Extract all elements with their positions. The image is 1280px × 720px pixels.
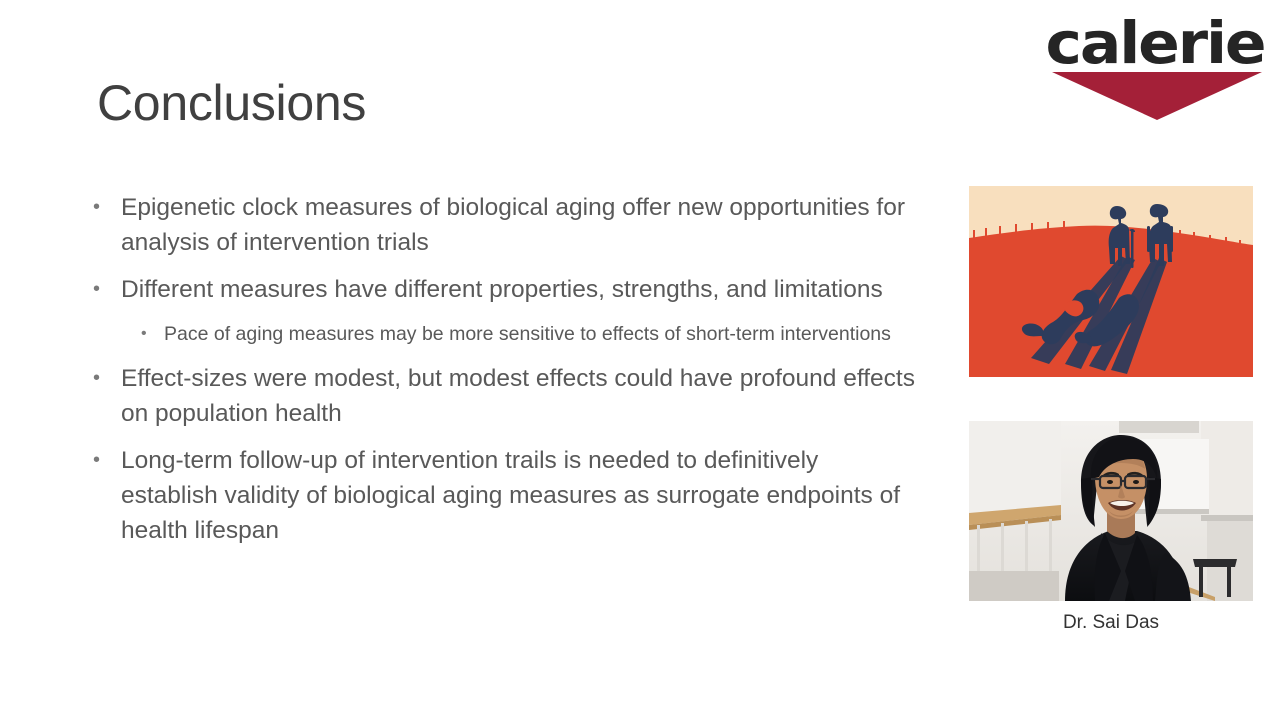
list-item: • Long-term follow-up of intervention tr… [93, 443, 953, 548]
calerie-logo: calerie [1040, 14, 1270, 122]
portrait-photo [969, 421, 1253, 601]
page-title: Conclusions [97, 75, 367, 131]
photo-caption: Dr. Sai Das [1062, 612, 1160, 633]
sub-list-item: • Pace of aging measures may be more sen… [141, 319, 953, 349]
bullet-marker-icon: • [93, 449, 101, 471]
conclusions-bullet-list: • Epigenetic clock measures of biologica… [93, 190, 953, 560]
list-item: • Epigenetic clock measures of biologica… [93, 190, 953, 260]
logo-triangle-icon [1052, 72, 1262, 120]
list-item-label: Effect-sizes were modest, but modest eff… [121, 365, 915, 427]
list-item-label: Long-term follow-up of intervention trai… [121, 447, 901, 544]
list-item: • Effect-sizes were modest, but modest e… [93, 361, 953, 431]
portrait-graphic [969, 421, 1253, 601]
bullet-marker-icon: • [141, 325, 147, 342]
list-item-label: Epigenetic clock measures of biological … [121, 194, 905, 256]
sub-list-item-label: Pace of aging measures may be more sensi… [164, 323, 891, 345]
aging-shadows-illustration [969, 186, 1253, 377]
illustration-graphic [969, 186, 1253, 377]
logo-wordmark: calerie [1045, 9, 1267, 77]
bullet-marker-icon: • [93, 196, 101, 218]
bullet-marker-icon: • [93, 278, 101, 300]
bullet-marker-icon: • [93, 367, 101, 389]
list-item: • Different measures have different prop… [93, 272, 953, 307]
list-item-label: Different measures have different proper… [121, 276, 883, 303]
